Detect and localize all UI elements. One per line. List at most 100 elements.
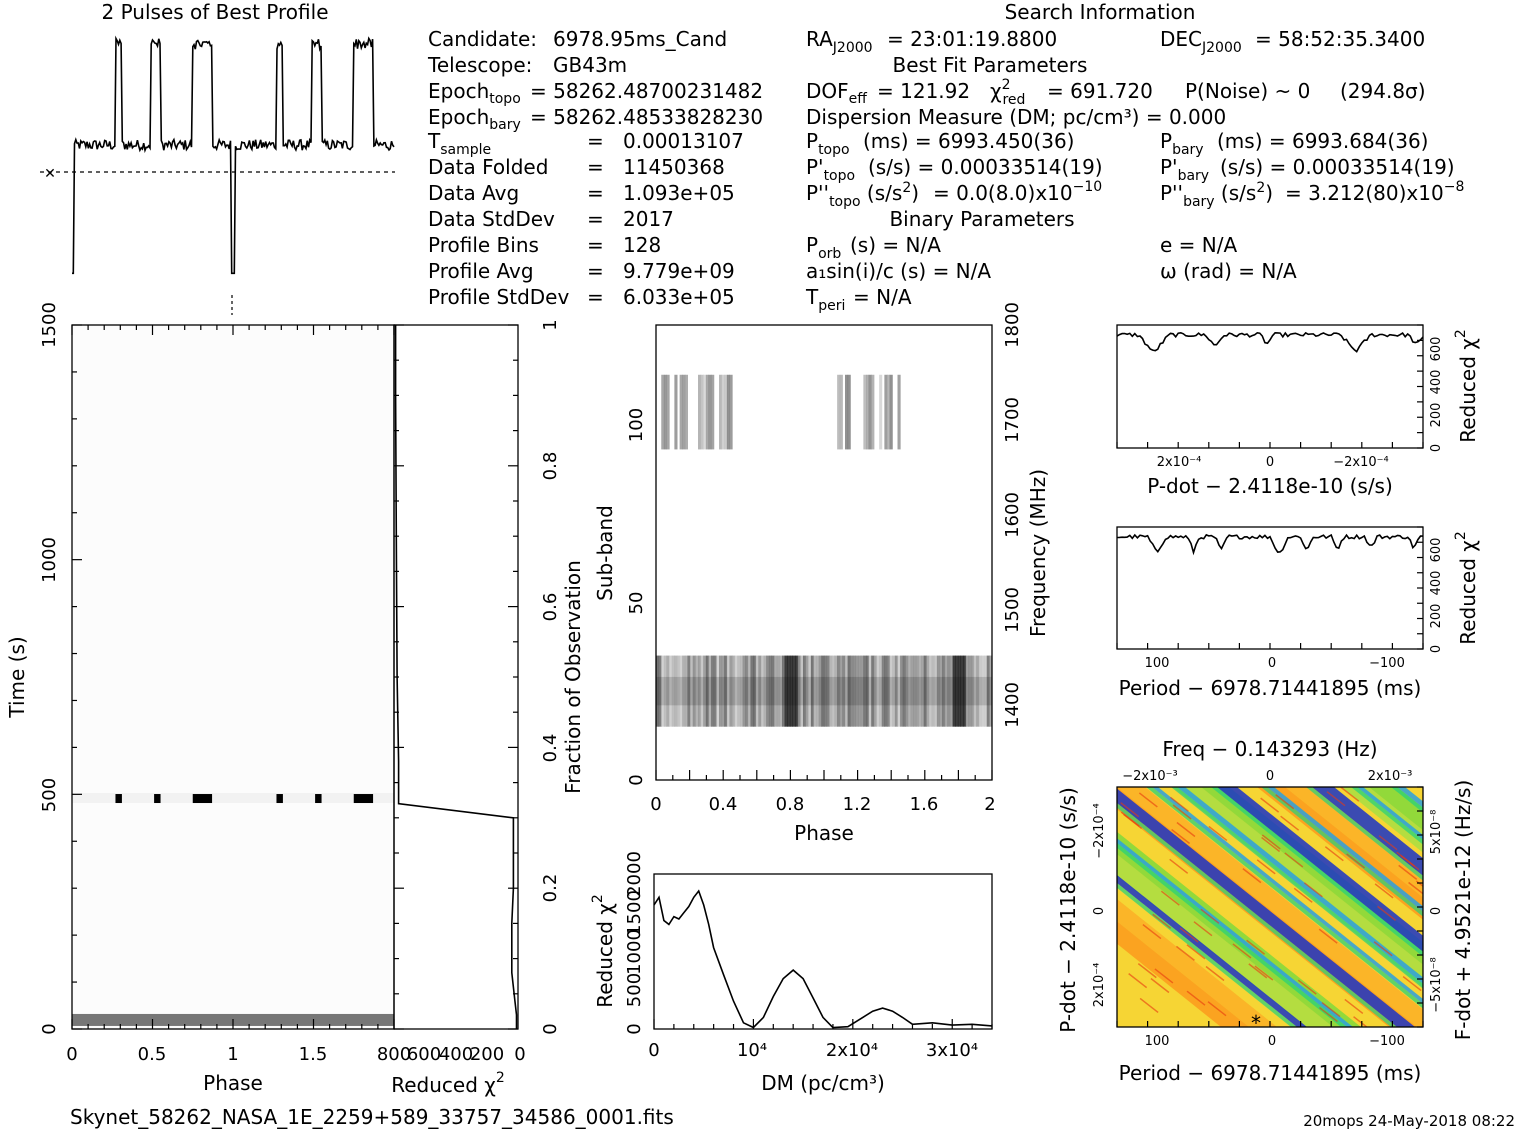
sb-high-band-column — [682, 374, 686, 450]
dm-ytick-3: 1500 — [624, 890, 645, 936]
sb-low-band-column — [713, 655, 717, 727]
sb-low-band-column — [787, 655, 791, 727]
sb-low-band-column — [989, 655, 993, 727]
sb-xtick-0: 0 — [650, 794, 661, 815]
sb-low-band-column — [921, 655, 925, 727]
sb-low-band-column — [716, 655, 720, 727]
sb-low-band-column — [902, 655, 906, 727]
pp-ylabel: P-dot − 2.4118e-10 (s/s) — [1056, 787, 1080, 1033]
data-folded-eq: = — [587, 155, 604, 179]
pp-red-streak — [1400, 855, 1420, 871]
time-phase-ticks — [71, 324, 395, 1030]
sb-high-band-column — [889, 374, 893, 450]
pp-bottom-tick-1: 0 — [1268, 1034, 1276, 1049]
pp-blue-band — [1217, 787, 1423, 952]
pp-blue-band — [1177, 787, 1423, 984]
sb-low-band-column — [871, 655, 875, 727]
sb-low-band-column — [679, 655, 683, 727]
pp-red-streak — [1150, 977, 1170, 994]
epoch-bary-label: Epochbary — [428, 105, 521, 133]
pp-red-streak — [1208, 825, 1228, 842]
tp-bright-segment — [276, 794, 283, 804]
sb-low-band-column — [753, 655, 757, 727]
dm-ytick-4: 2000 — [624, 851, 645, 897]
sb-low-band-column — [863, 655, 867, 727]
sb-low-band-column — [944, 655, 948, 727]
pp-red-streak — [1346, 853, 1366, 869]
p-pdot-panel: * Freq − 0.143293 (Hz) −2x10⁻³ 0 2x10⁻³ … — [1056, 737, 1517, 1085]
tc-xtick-4: 0 — [514, 1044, 525, 1065]
sb-low-band-column — [682, 655, 686, 727]
pp-red-streak — [1152, 913, 1172, 929]
ra-value: = 23:01:19.8800 — [887, 27, 1057, 51]
sb-high-band-column — [684, 374, 688, 450]
sb-xtick-2: 0.8 — [776, 794, 805, 815]
pp-red-streak — [1154, 968, 1174, 984]
pd-ylabel: Reduced χ2 — [1453, 329, 1480, 443]
pp-red-streak — [1408, 881, 1423, 895]
pp-red-streak — [1344, 998, 1364, 1015]
sb-low-band-column — [687, 655, 691, 727]
sb-low-band-column — [818, 655, 822, 727]
sb-xtick-1: 0.4 — [709, 794, 738, 815]
tc-xtick-2: 400 — [439, 1044, 473, 1065]
tp-bright-segment — [353, 794, 374, 804]
tp-bright-segment — [315, 794, 322, 804]
tc-xlabel: Reduced χ2 — [391, 1070, 505, 1097]
pp-red-streak — [1186, 990, 1206, 1006]
sb-low-band-column — [750, 655, 754, 727]
pp-bg-band — [1481, 787, 1517, 1027]
pd-xtick-1: 0 — [1266, 455, 1274, 470]
pp-green-edge — [1117, 803, 1397, 1027]
sb-low-band-column — [821, 655, 825, 727]
data-folded-value: 11450368 — [623, 155, 725, 179]
sb-low-band-column — [973, 655, 977, 727]
pd-ytick-0: 0 — [1429, 444, 1444, 452]
sb-low-band-column — [761, 655, 765, 727]
sb-rtick-4: 1800 — [1002, 302, 1023, 348]
pp-red-streak — [1171, 828, 1191, 845]
filename: Skynet_58262_NASA_1E_2259+589_33757_3458… — [70, 1105, 674, 1129]
sb-ytick-1: 50 — [626, 592, 647, 615]
sb-low-band-column — [692, 655, 696, 727]
info-left-block: Candidate: 6978.95ms_Cand Telescope: GB4… — [427, 27, 763, 309]
sb-low-band-column — [942, 655, 946, 727]
dm-frame — [653, 873, 993, 1030]
dof-label: DOFeff — [806, 79, 867, 107]
pp-blue-band — [1267, 787, 1423, 912]
sb-rtick-3: 1700 — [1002, 397, 1023, 443]
profile-panel: ✕ — [40, 35, 395, 315]
sb-xlabel: Phase — [794, 821, 854, 845]
pp-red-streak — [1318, 928, 1338, 944]
sb-low-band-column — [884, 655, 888, 727]
pp-bg-band — [1145, 787, 1423, 1010]
sb-high-band-column — [866, 374, 870, 450]
sb-low-band-column — [984, 655, 988, 727]
pp-red-streak — [1200, 908, 1220, 924]
info-mid-block: RAJ2000 = 23:01:19.8800 Best Fit Paramet… — [805, 27, 1426, 314]
p-topo-label: Ptopo — [806, 129, 850, 158]
telescope-label: Telescope: — [427, 53, 532, 77]
pp-red-streak — [1207, 1001, 1227, 1017]
sb-low-band-column — [947, 655, 951, 727]
time-chi2-ticks — [394, 324, 518, 1030]
sb-low-band-column — [839, 655, 843, 727]
sb-high-band-column — [711, 374, 715, 450]
dm-line: Dispersion Measure (DM; pc/cm³) = 0.000 — [806, 105, 1226, 129]
epoch-topo-value: = 58262.48700231482 — [530, 79, 763, 103]
porb-label: Porb — [806, 233, 841, 262]
sb-low-band-column — [695, 655, 699, 727]
pp-red-streak — [1340, 787, 1360, 802]
sb-low-band-column — [834, 655, 838, 727]
pp-green-edge — [1211, 787, 1423, 957]
pp-red-streak — [1169, 858, 1189, 874]
sb-low-band-column — [674, 655, 678, 727]
pp-title: Freq − 0.143293 (Hz) — [1162, 737, 1377, 761]
tc-xtick-0: 800 — [377, 1044, 411, 1065]
sb-low-band-column — [747, 655, 751, 727]
sb-high-band-column — [871, 374, 875, 450]
pp-red-streak — [1402, 975, 1422, 992]
sb-low-band-column — [684, 655, 688, 727]
tp-xtick-3: 1.5 — [299, 1044, 328, 1065]
pp-red-streak — [1256, 859, 1276, 875]
